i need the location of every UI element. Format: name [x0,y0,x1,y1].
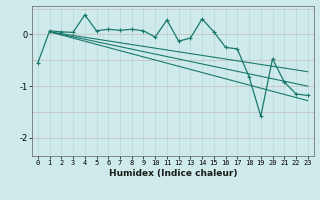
X-axis label: Humidex (Indice chaleur): Humidex (Indice chaleur) [108,169,237,178]
